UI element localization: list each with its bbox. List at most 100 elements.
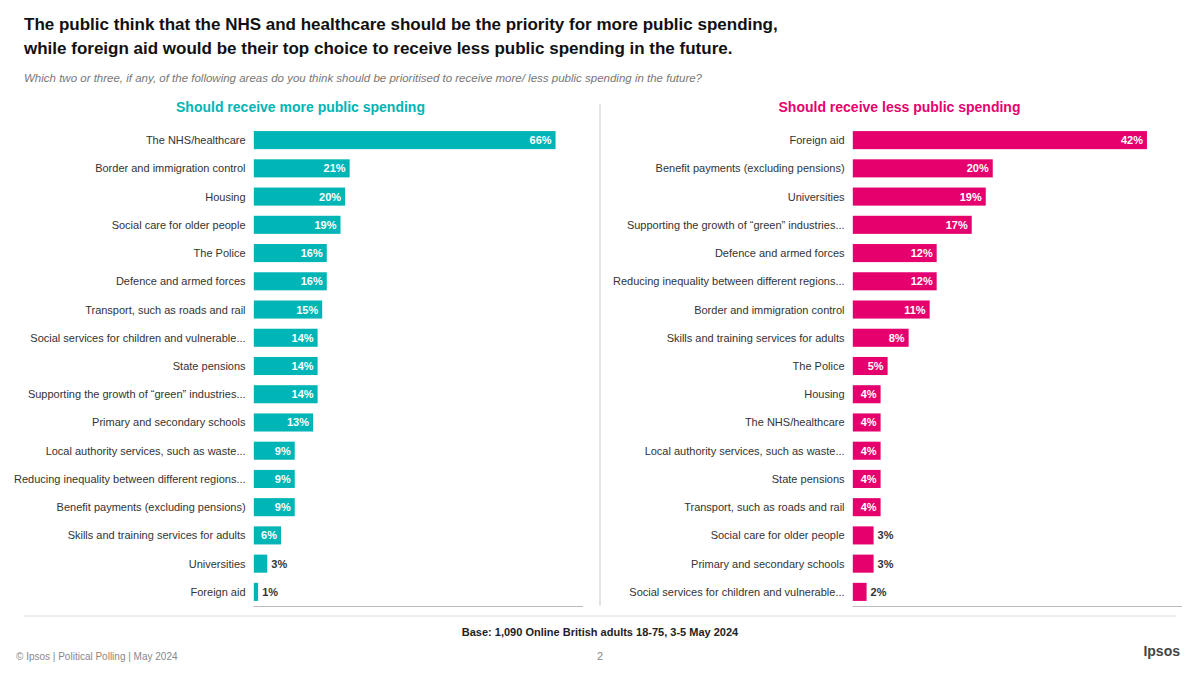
bar [254,555,268,573]
data-label: 9% [275,501,291,513]
data-label: 66% [530,134,552,146]
category-label: Universities [189,558,246,570]
data-label: 12% [911,275,933,287]
category-label: Border and immigration control [95,162,245,174]
chart: Should receive less public spendingForei… [613,99,1182,607]
data-label: 21% [324,162,346,174]
x-axis-line [254,606,583,607]
data-label: 42% [1121,134,1143,146]
data-label: 3% [878,558,894,570]
bar [853,272,937,290]
data-label: 19% [314,219,336,231]
category-label: State pensions [173,360,246,372]
bar [254,216,341,234]
category-label: Primary and secondary schools [691,558,845,570]
bar [254,470,295,488]
bar [254,498,295,516]
bar [853,216,972,234]
bar [254,272,327,290]
category-label: The NHS/healthcare [745,416,845,428]
bar [853,413,881,431]
bar [254,385,318,403]
data-label: 19% [960,191,982,203]
category-label: Social care for older people [112,219,246,231]
data-label: 4% [861,473,877,485]
subtitle: Which two or three, if any, of the follo… [24,72,703,84]
category-label: Defence and armed forces [715,247,845,259]
data-label: 5% [868,360,884,372]
data-label: 11% [904,304,926,316]
divider [599,104,600,606]
category-label: Defence and armed forces [116,275,246,287]
page-number: 2 [597,650,603,662]
data-label: 2% [871,586,887,598]
bar [254,413,313,431]
category-label: Housing [205,191,245,203]
bar [254,244,327,262]
page: The public think that the NHS and health… [0,0,1200,675]
category-label: Transport, such as roads and rail [684,501,844,513]
bar [254,188,346,206]
data-label: 16% [301,275,323,287]
data-label: 16% [301,247,323,259]
category-label: Primary and secondary schools [92,416,246,428]
category-label: Local authority services, such as waste.… [46,445,246,457]
data-label: 14% [292,360,314,372]
chart: Should receive more public spending The N… [14,99,583,607]
category-label: Benefit payments (excluding pensions) [57,501,246,513]
footer-rule [24,616,1176,617]
bar [853,357,888,375]
x-axis-line [853,606,1182,607]
category-label: Local authority services, such as waste.… [645,445,845,457]
category-label: Foreign aid [191,586,246,598]
bar [254,442,295,460]
data-label: 9% [275,445,291,457]
category-label: Benefit payments (excluding pensions) [656,162,845,174]
data-labels: 42%20%19%17%12%12%11%8%5%4%4%4%4%4%3%3%2… [861,134,1143,598]
bar [853,385,881,403]
bar [853,300,930,318]
data-label: 20% [967,162,989,174]
data-label: 4% [861,416,877,428]
data-label: 3% [271,558,287,570]
logo-text: Ipsos [1143,643,1180,659]
data-label: 14% [292,388,314,400]
bars [853,131,1147,601]
data-label: 15% [296,304,318,316]
title: The public think that the NHS and health… [24,15,778,34]
data-label: 20% [319,191,341,203]
data-label: 12% [911,247,933,259]
category-label: Social services for children and vulnera… [30,332,245,344]
bar [853,470,881,488]
category-label: The Police [793,360,845,372]
category-label: Social services for children and vulnera… [629,586,844,598]
data-label: 17% [946,219,968,231]
category-label: Border and immigration control [694,304,844,316]
chart-title: Should receive more public spending [176,99,425,115]
bar [853,131,1147,149]
data-label: 9% [275,473,291,485]
bar [853,498,881,516]
bar [254,131,556,149]
data-label: 14% [292,332,314,344]
data-label: 6% [261,529,277,541]
bar [853,159,993,177]
category-label: Supporting the growth of “green” industr… [627,219,845,231]
bar [254,300,323,318]
category-label: State pensions [772,473,845,485]
copyright: © Ipsos | Political Polling | May 2024 [16,651,178,662]
data-label: 8% [889,332,905,344]
category-label: Reducing inequality between different re… [14,473,246,485]
data-labels: 66%21%20%19%16%16%15%14%14%14%13%9%9%9%6… [261,134,552,598]
data-label: 1% [262,586,278,598]
bar [853,555,874,573]
bar [853,442,881,460]
category-label: Skills and training services for adults [667,332,845,344]
data-label: 4% [861,445,877,457]
bar [853,329,909,347]
category-label: Transport, such as roads and rail [85,304,245,316]
category-label: Universities [788,191,845,203]
category-label: Skills and training services for adults [68,529,246,541]
category-label: The NHS/healthcare [146,134,246,146]
title: while foreign aid would be their top cho… [23,39,732,58]
